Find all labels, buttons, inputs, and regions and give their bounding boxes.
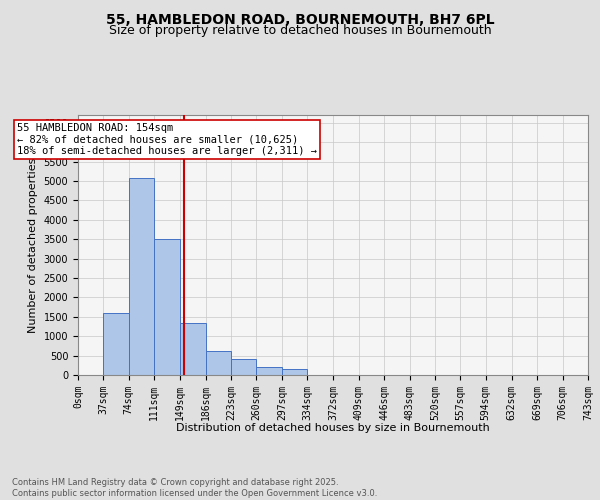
Bar [154,239,179,375]
Bar [206,351,231,375]
X-axis label: Distribution of detached houses by size in Bournemouth: Distribution of detached houses by size … [176,423,490,432]
Bar [180,322,206,375]
Bar [103,313,129,375]
Text: Contains HM Land Registry data © Crown copyright and database right 2025.
Contai: Contains HM Land Registry data © Crown c… [12,478,377,498]
Bar [231,360,256,375]
Y-axis label: Number of detached properties: Number of detached properties [28,158,38,332]
Bar [129,178,154,375]
Text: 55 HAMBLEDON ROAD: 154sqm
← 82% of detached houses are smaller (10,625)
18% of s: 55 HAMBLEDON ROAD: 154sqm ← 82% of detac… [17,123,317,156]
Bar [256,367,282,375]
Text: Size of property relative to detached houses in Bournemouth: Size of property relative to detached ho… [109,24,491,37]
Bar [282,369,307,375]
Text: 55, HAMBLEDON ROAD, BOURNEMOUTH, BH7 6PL: 55, HAMBLEDON ROAD, BOURNEMOUTH, BH7 6PL [106,12,494,26]
